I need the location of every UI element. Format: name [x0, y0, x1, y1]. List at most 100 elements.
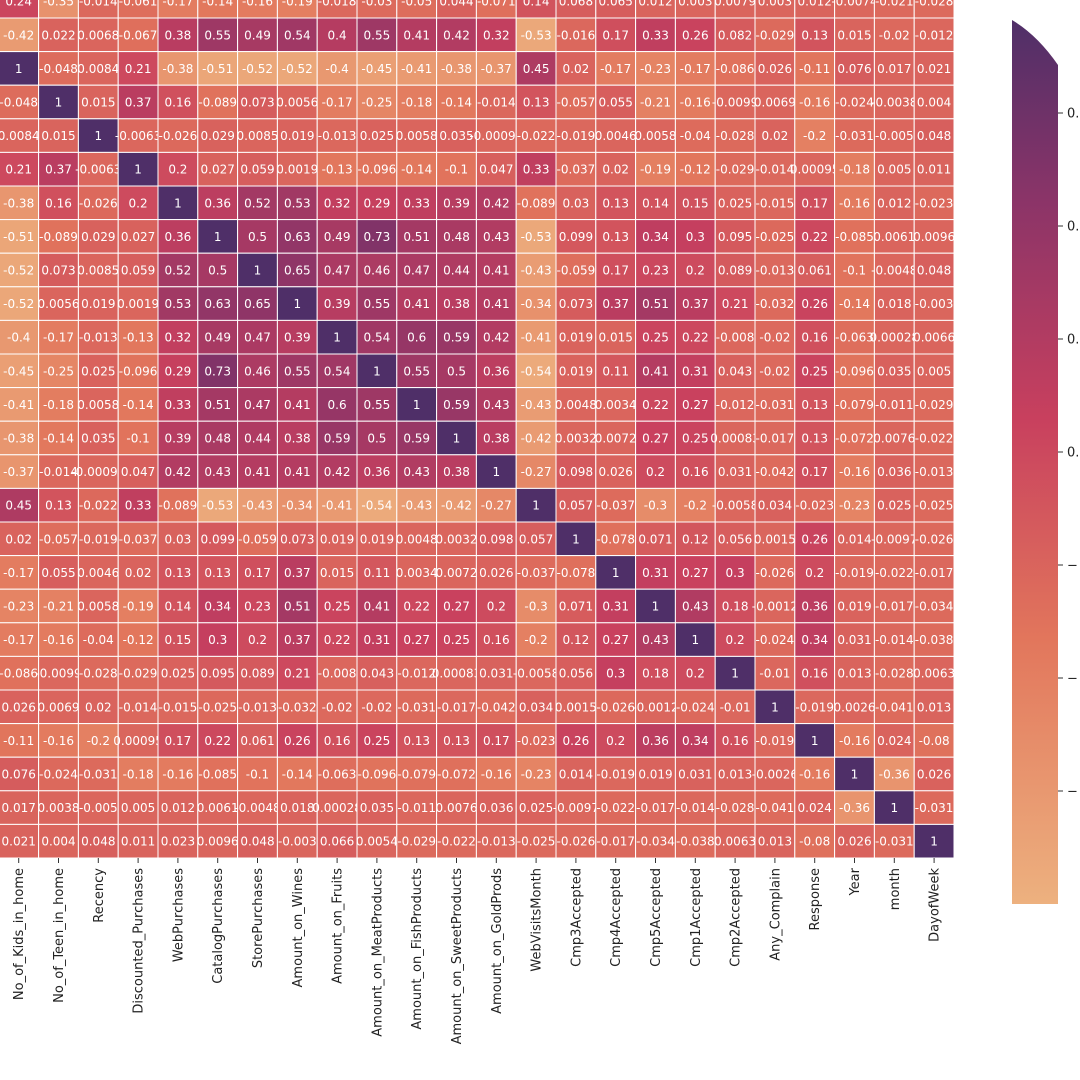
- heatmap-cell-label: 1: [731, 667, 739, 681]
- heatmap-cell-label: -0.11: [3, 734, 34, 748]
- heatmap-cell-label: 0.031: [718, 465, 752, 479]
- heatmap-cell: [595, 823, 637, 859]
- heatmap-cell: [157, 319, 199, 355]
- heatmap-cell: [157, 555, 199, 590]
- heatmap-cell-label: -0.36: [839, 801, 870, 815]
- heatmap-cell-label: -0.038: [676, 835, 715, 849]
- heatmap-cell-label: 0.044: [439, 0, 473, 9]
- heatmap-cell-label: -0.013: [79, 331, 118, 345]
- heatmap-cell-label: -0.18: [123, 768, 154, 782]
- heatmap-cell-label: -0.008: [716, 331, 755, 345]
- heatmap-cell-label: 0.65: [244, 297, 271, 311]
- heatmap-cell-label: 0.055: [599, 96, 633, 110]
- heatmap-cell: [316, 689, 358, 725]
- heatmap-cell: [555, 454, 597, 489]
- heatmap-cell-label: 0.53: [284, 196, 311, 210]
- heatmap-cell-label: -0.029: [756, 28, 795, 42]
- heatmap-cell-label: -0.023: [517, 734, 556, 748]
- heatmap-cell-label: 0.6: [328, 398, 347, 412]
- heatmap-cell-label: 0.0068: [77, 28, 119, 42]
- heatmap-cell: [237, 521, 278, 557]
- heatmap-cell: [356, 655, 398, 691]
- heatmap-cell-label: 0.36: [642, 734, 669, 748]
- heatmap-cell-label: 0.034: [758, 499, 792, 513]
- heatmap-cell-label: 0.2: [129, 196, 148, 210]
- heatmap-cell-label: -0.16: [242, 0, 273, 9]
- heatmap-cell-label: -0.43: [242, 499, 273, 513]
- heatmap-cell: [0, 420, 40, 456]
- heatmap-cell-label: 0.0026: [834, 700, 876, 714]
- heatmap-cell: [913, 723, 955, 758]
- heatmap-cell: [674, 723, 716, 758]
- heatmap-cell-label: 0.36: [364, 465, 391, 479]
- heatmap-cell: [316, 454, 358, 489]
- heatmap-cell-label: 0.13: [443, 734, 470, 748]
- heatmap-cell: [237, 420, 278, 456]
- heatmap-cell-label: -0.27: [521, 465, 552, 479]
- heatmap-cell-label: -0.38: [441, 62, 472, 76]
- heatmap-cell-label: -0.16: [481, 768, 512, 782]
- heatmap-cell-label: 0.019: [638, 768, 672, 782]
- heatmap-cell: [595, 353, 637, 389]
- heatmap-cell-label: -0.057: [39, 532, 78, 546]
- heatmap-cell-label: 0.055: [41, 566, 75, 580]
- heatmap-cell: [77, 487, 119, 523]
- heatmap-cell-label: 0.33: [403, 196, 430, 210]
- heatmap-cell: [396, 151, 438, 187]
- heatmap-cell-label: -0.14: [839, 297, 870, 311]
- heatmap-cell: [197, 353, 239, 389]
- heatmap-cell: [515, 521, 557, 557]
- heatmap-cell-label: -0.0038: [871, 96, 917, 110]
- heatmap-cell: [714, 353, 756, 389]
- heatmap-cell-label: 0.25: [801, 364, 828, 378]
- heatmap-cell-label: -0.003: [278, 835, 317, 849]
- heatmap-cell: [475, 185, 517, 221]
- heatmap-cell-label: -0.3: [524, 600, 547, 614]
- heatmap-cell: [595, 151, 637, 187]
- heatmap-cell-label: -0.54: [521, 364, 552, 378]
- heatmap-cell-label: -0.0058: [513, 667, 559, 681]
- x-tick-label: No_of_Kids_in_home: [12, 868, 27, 1000]
- heatmap-cell-label: -0.43: [401, 499, 432, 513]
- heatmap-cell-label: 0.0069: [754, 96, 796, 110]
- heatmap-cell-label: 0.0084: [0, 129, 40, 143]
- heatmap-cell-label: -0.16: [799, 96, 830, 110]
- heatmap-cell-label: -0.14: [202, 0, 233, 9]
- heatmap-cell-label: -0.019: [596, 768, 635, 782]
- heatmap-cell-label: 0.46: [244, 364, 271, 378]
- heatmap-cell-label: 0.6: [407, 331, 426, 345]
- heatmap-cell-label: 0.46: [364, 264, 391, 278]
- heatmap-cell: [475, 84, 517, 120]
- heatmap-cell: [356, 219, 398, 254]
- heatmap-cell-label: -0.17: [3, 566, 34, 580]
- heatmap-cell: [316, 286, 358, 321]
- heatmap-cell-label: 0.036: [877, 465, 911, 479]
- heatmap-cell-label: -0.038: [915, 633, 954, 647]
- heatmap-cell: [515, 286, 557, 321]
- heatmap-cell-label: 0.16: [324, 734, 351, 748]
- heatmap-cell-label: 0.41: [403, 297, 430, 311]
- heatmap-cell: [475, 689, 517, 725]
- heatmap-cell-label: -0.41: [322, 499, 353, 513]
- heatmap-cell-label: 0.099: [201, 532, 235, 546]
- heatmap-cell-label: -0.026: [557, 835, 596, 849]
- heatmap-cell: [873, 252, 915, 288]
- heatmap-cell: [834, 823, 875, 859]
- heatmap-cell: [316, 252, 358, 288]
- heatmap-cell-label: -0.019: [79, 532, 118, 546]
- heatmap-cell-label: 0.00095: [113, 734, 163, 748]
- heatmap-cell: [316, 555, 358, 590]
- heatmap-cell-label: 0.0058: [77, 600, 119, 614]
- colorbar-tick-label: −: [1067, 785, 1078, 800]
- heatmap-cell: [276, 622, 318, 657]
- heatmap-cell: [396, 319, 438, 355]
- heatmap-cell-label: -0.078: [596, 532, 635, 546]
- x-tick-label: Discounted_Purchases: [132, 868, 147, 1014]
- heatmap-cell: [38, 487, 79, 523]
- heatmap-cell-label: -0.096: [358, 163, 397, 177]
- heatmap-cell-label: -0.01: [759, 667, 790, 681]
- heatmap-cell-label: 0.13: [801, 432, 828, 446]
- heatmap-cell-label: -0.0063: [115, 129, 161, 143]
- heatmap-cell-label: 0.023: [161, 835, 195, 849]
- heatmap-cell: [913, 487, 955, 523]
